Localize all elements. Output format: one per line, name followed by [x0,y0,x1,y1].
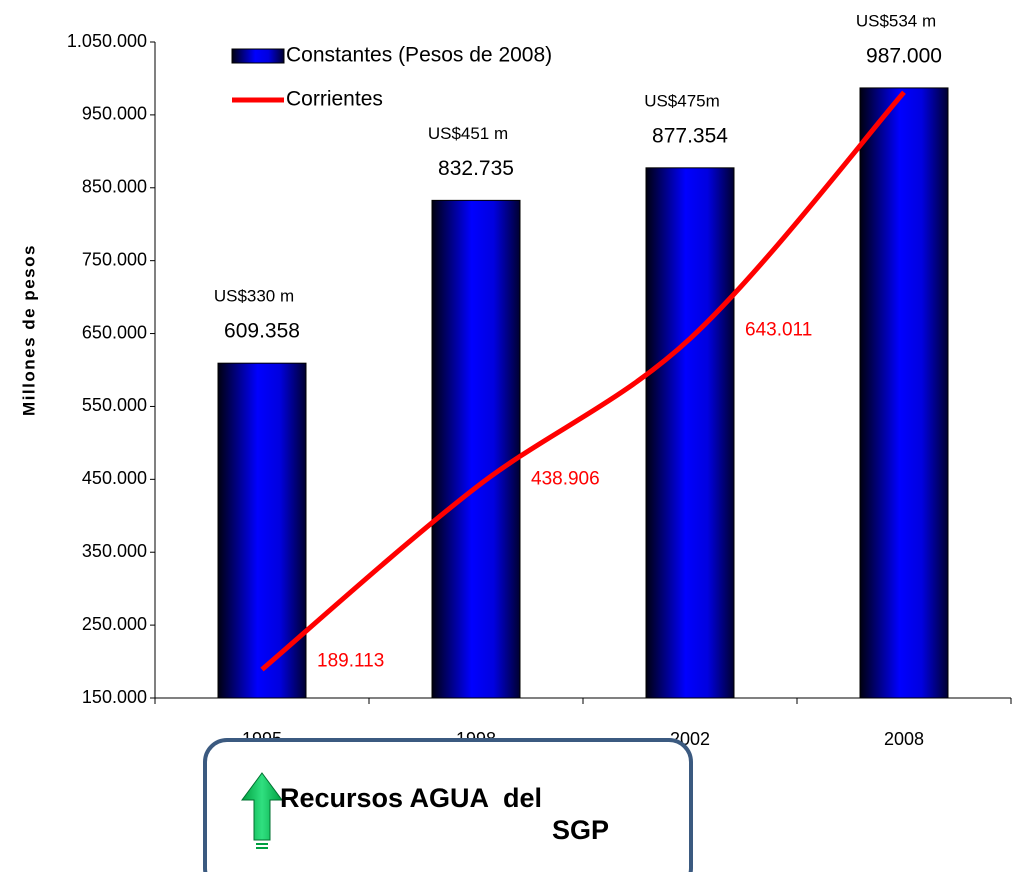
legend-label: Constantes (Pesos de 2008) [286,44,552,67]
note-frame [203,738,693,872]
up-arrow [241,772,283,841]
y-axis-label: Millones de pesos [19,244,38,416]
bar-annotation: US$451 m [428,124,508,143]
bar-value-label: 609.358 [224,320,300,343]
note-subtitle: SGP [552,815,609,845]
bar-value-label: 987.000 [866,44,942,67]
y-tick-label: 550.000 [82,395,147,415]
bar [645,167,735,699]
y-tick-label: 650.000 [82,322,147,342]
bar-annotation: US$475m [644,91,720,110]
y-tick-label: 750.000 [82,249,147,269]
y-tick-label: 150.000 [82,687,147,707]
bar-value-label: 877.354 [652,124,728,147]
line-value-label: 643.011 [745,320,812,341]
bar [859,87,949,699]
legend-label: Corrientes [286,88,383,111]
line-value-label: 189.113 [317,651,384,672]
legend-swatch [231,48,285,64]
bar [431,199,521,699]
line-value-label: 438.906 [531,468,600,489]
line [260,90,906,672]
x-tick-label: 2008 [884,729,924,749]
note-box: Recursos AGUA del SGP [203,738,693,872]
y-tick-label: 1.050.000 [67,31,147,51]
bar-annotation: US$330 m [214,287,294,306]
y-tick-label: 850.000 [82,177,147,197]
y-tick-label: 950.000 [82,104,147,124]
y-tick-label: 250.000 [82,614,147,634]
bar-value-label: 832.735 [438,157,514,180]
y-tick-label: 450.000 [82,468,147,488]
note-title: Recursos AGUA del [280,783,542,813]
bar [217,362,307,699]
bar-annotation: US$534 m [856,11,936,30]
y-tick-label: 350.000 [82,541,147,561]
